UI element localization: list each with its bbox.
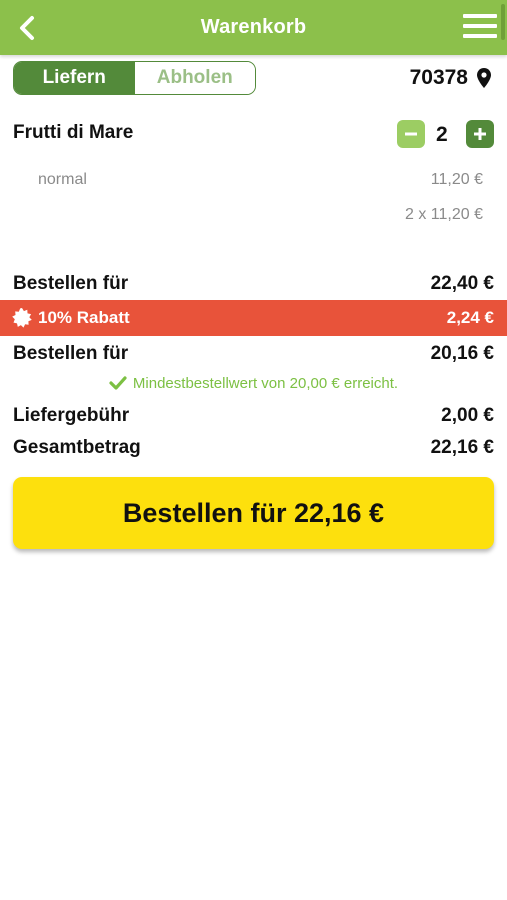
page-title: Warenkorb <box>200 16 307 38</box>
discount-badge-icon <box>12 308 32 328</box>
subtotal-label: Bestellen für <box>13 273 129 294</box>
delivery-fee-row: Liefergebühr 2,00 € <box>13 405 494 427</box>
item-quantity: 2 <box>436 123 448 146</box>
scrollbar[interactable] <box>501 4 505 40</box>
delivery-mode-toggle: Liefern Abholen <box>13 61 256 95</box>
toggle-liefern[interactable]: Liefern <box>14 62 135 94</box>
hamburger-menu-icon <box>463 14 497 38</box>
menu-button[interactable] <box>463 14 497 42</box>
increase-quantity-button[interactable] <box>466 120 494 148</box>
cart-item-name: Frutti di Mare <box>13 122 134 143</box>
subtotal-value: 22,40 € <box>430 273 494 294</box>
item-line-total: 2 x 11,20 € <box>405 206 483 223</box>
min-order-text: Mindestbestellwert von 20,00 € erreicht. <box>132 375 399 392</box>
subtotal-row: Bestellen für 22,40 € <box>13 273 494 295</box>
chevron-left-icon <box>20 16 34 40</box>
decrease-quantity-button[interactable] <box>397 120 425 148</box>
map-pin-icon <box>477 68 491 88</box>
after-discount-value: 20,16 € <box>430 343 494 364</box>
minus-icon <box>405 132 417 136</box>
total-row: Gesamtbetrag 22,16 € <box>13 437 494 459</box>
zip-code: 70378 <box>409 66 468 89</box>
toggle-abholen[interactable]: Abholen <box>134 62 255 94</box>
discount-value: 2,24 € <box>446 308 494 327</box>
item-variant: normal <box>38 171 87 188</box>
order-button[interactable]: Bestellen für 22,16 € <box>13 477 494 549</box>
app-header: Warenkorb <box>0 0 507 55</box>
delivery-fee-label: Liefergebühr <box>13 405 130 426</box>
item-unit-price: 11,20 € <box>430 171 483 188</box>
total-value: 22,16 € <box>430 437 494 458</box>
total-label: Gesamtbetrag <box>13 437 141 458</box>
delivery-fee-value: 2,00 € <box>441 405 494 426</box>
discount-label: 10% Rabatt <box>38 308 130 327</box>
after-discount-label: Bestellen für <box>13 343 129 364</box>
discount-bar: 10% Rabatt 2,24 € <box>0 300 507 336</box>
checkmark-icon <box>109 376 127 390</box>
location-selector[interactable]: 70378 <box>410 66 491 90</box>
plus-icon <box>474 128 486 140</box>
min-order-note: Mindestbestellwert von 20,00 € erreicht. <box>0 375 507 392</box>
after-discount-row: Bestellen für 20,16 € <box>13 343 494 365</box>
back-button[interactable] <box>14 13 42 43</box>
